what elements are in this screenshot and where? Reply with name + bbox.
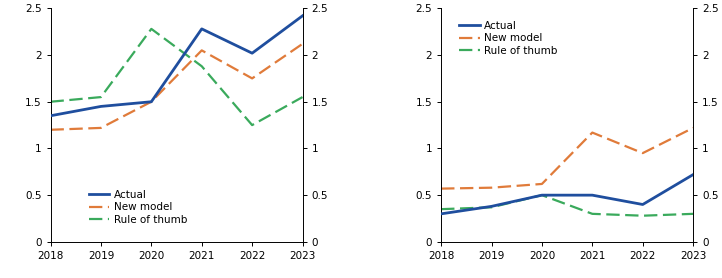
Line: Actual: Actual [441, 175, 693, 214]
Rule of thumb [298, 95, 307, 99]
New model [298, 42, 307, 46]
Line: New model: New model [51, 44, 303, 130]
Actual [197, 27, 206, 31]
Actual [487, 205, 496, 208]
Rule of thumb [538, 193, 547, 197]
New model [588, 131, 596, 134]
New model [689, 126, 697, 130]
Actual [248, 51, 256, 55]
Rule of thumb [197, 64, 206, 68]
Line: Rule of thumb: Rule of thumb [441, 195, 693, 216]
Actual [147, 100, 156, 103]
Rule of thumb [147, 27, 156, 31]
Rule of thumb [487, 206, 496, 209]
Line: Actual: Actual [51, 16, 303, 116]
New model [487, 186, 496, 189]
Legend: Actual, New model, Rule of thumb: Actual, New model, Rule of thumb [89, 190, 187, 225]
New model [638, 152, 647, 155]
Actual [689, 173, 697, 176]
New model [197, 49, 206, 52]
Line: Rule of thumb: Rule of thumb [51, 29, 303, 125]
Rule of thumb [248, 123, 256, 127]
Rule of thumb [689, 212, 697, 215]
Actual [46, 114, 55, 117]
New model [437, 187, 445, 190]
Legend: Actual, New model, Rule of thumb: Actual, New model, Rule of thumb [459, 21, 557, 56]
Actual [538, 193, 547, 197]
Actual [298, 14, 307, 18]
New model [97, 126, 105, 130]
Actual [97, 105, 105, 108]
Rule of thumb [638, 214, 647, 217]
Rule of thumb [46, 100, 55, 103]
Actual [588, 193, 596, 197]
Rule of thumb [97, 95, 105, 99]
Rule of thumb [437, 207, 445, 211]
New model [46, 128, 55, 131]
New model [147, 100, 156, 103]
Line: New model: New model [441, 128, 693, 188]
New model [538, 182, 547, 186]
Actual [638, 203, 647, 206]
Actual [437, 212, 445, 215]
Rule of thumb [588, 212, 596, 215]
New model [248, 77, 256, 80]
